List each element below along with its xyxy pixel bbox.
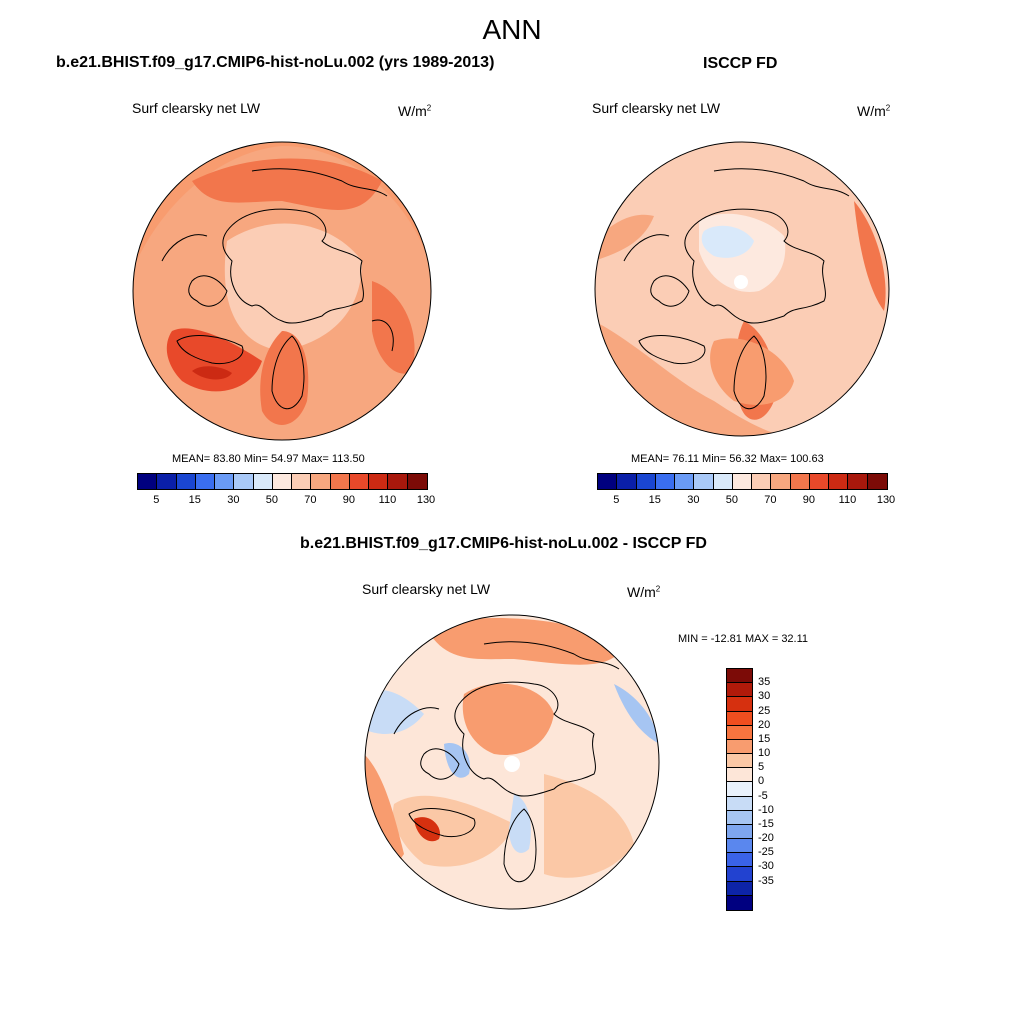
colorbar-tick-label: 30 bbox=[227, 494, 240, 506]
panel1-colorbar bbox=[137, 473, 428, 490]
colorbar-tick-label: 70 bbox=[764, 494, 777, 506]
colorbar-tick-label: -20 bbox=[758, 832, 774, 845]
colorbar-swatch bbox=[732, 474, 753, 489]
colorbar-swatch bbox=[292, 474, 312, 489]
colorbar-tick-label: 50 bbox=[725, 494, 738, 506]
colorbar-swatch bbox=[727, 669, 752, 684]
colorbar-swatch bbox=[829, 474, 849, 489]
colorbar-tick-label: 25 bbox=[758, 704, 771, 717]
colorbar-swatch bbox=[809, 474, 830, 489]
colorbar-swatch bbox=[727, 782, 752, 797]
colorbar-tick-label: 5 bbox=[613, 494, 620, 506]
colorbar-swatch bbox=[675, 474, 695, 489]
panel1-variable-label: Surf clearsky net LW bbox=[132, 100, 261, 116]
colorbar-tick-label: 130 bbox=[416, 494, 436, 506]
colorbar-tick-label: 50 bbox=[265, 494, 278, 506]
colorbar-swatch bbox=[388, 474, 408, 489]
colorbar-swatch bbox=[713, 474, 733, 489]
panel2-polar-map bbox=[594, 141, 890, 437]
colorbar-tick-label: 70 bbox=[304, 494, 317, 506]
colorbar-swatch bbox=[771, 474, 791, 489]
figure-title: ANN bbox=[482, 14, 542, 45]
panel1-case-title: b.e21.BHIST.f09_g17.CMIP6-hist-noLu.002 … bbox=[56, 54, 495, 71]
panel3-units-label: W/m2 bbox=[627, 584, 661, 600]
colorbar-swatch bbox=[694, 474, 714, 489]
panel2-colorbar bbox=[597, 473, 888, 490]
colorbar-swatch bbox=[752, 474, 772, 489]
colorbar-tick-label: 15 bbox=[758, 732, 771, 745]
colorbar-swatch bbox=[330, 474, 350, 489]
colorbar-tick-label: 10 bbox=[758, 747, 771, 760]
colorbar-swatch bbox=[727, 768, 752, 783]
panel1-units-label: W/m2 bbox=[398, 103, 432, 119]
panel3-variable-label: Surf clearsky net LW bbox=[362, 581, 491, 597]
colorbar-swatch bbox=[790, 474, 810, 489]
colorbar-tick-label: 30 bbox=[687, 494, 700, 506]
colorbar-swatch bbox=[727, 697, 752, 712]
panel2-variable-label: Surf clearsky net LW bbox=[592, 100, 721, 116]
colorbar-swatch bbox=[727, 824, 752, 840]
colorbar-swatch bbox=[727, 739, 752, 755]
panel3-colorbar bbox=[726, 668, 753, 911]
colorbar-swatch bbox=[727, 810, 752, 825]
panel1-polar-map bbox=[132, 141, 432, 441]
colorbar-tick-label: 5 bbox=[758, 761, 765, 774]
colorbar-swatch bbox=[598, 474, 618, 489]
colorbar-tick-label: 130 bbox=[876, 494, 896, 506]
panel3-stats: MIN = -12.81 MAX = 32.11 bbox=[678, 633, 809, 645]
colorbar-tick-label: 90 bbox=[342, 494, 356, 506]
colorbar-tick-label: 5 bbox=[153, 494, 160, 506]
panel1-stats: MEAN= 83.80 Min= 54.97 Max= 113.50 bbox=[172, 453, 365, 465]
colorbar-tick-label: 110 bbox=[838, 494, 857, 506]
panel2-stats: MEAN= 76.11 Min= 56.32 Max= 100.63 bbox=[631, 453, 824, 465]
colorbar-tick-label: 15 bbox=[648, 494, 661, 506]
colorbar-tick-label: -10 bbox=[758, 803, 774, 816]
panel3-case-title: b.e21.BHIST.f09_g17.CMIP6-hist-noLu.002 … bbox=[300, 535, 707, 552]
panel3-polar-map bbox=[364, 614, 660, 910]
colorbar-swatch bbox=[407, 474, 427, 489]
colorbar-swatch bbox=[727, 711, 752, 726]
colorbar-swatch bbox=[234, 474, 254, 489]
colorbar-tick-label: -25 bbox=[758, 846, 774, 859]
colorbar-swatch bbox=[369, 474, 389, 489]
colorbar-swatch bbox=[138, 474, 158, 489]
colorbar-swatch bbox=[867, 474, 887, 489]
colorbar-tick-label: 35 bbox=[758, 676, 771, 689]
colorbar-swatch bbox=[617, 474, 637, 489]
colorbar-swatch bbox=[727, 867, 752, 882]
colorbar-tick-label: 90 bbox=[802, 494, 816, 506]
colorbar-tick-label: 20 bbox=[758, 718, 771, 731]
colorbar-swatch bbox=[253, 474, 273, 489]
colorbar-swatch bbox=[727, 754, 752, 769]
colorbar-swatch bbox=[655, 474, 676, 489]
colorbar-swatch bbox=[727, 796, 752, 811]
colorbar-tick-label: 110 bbox=[378, 494, 397, 506]
colorbar-swatch bbox=[727, 683, 752, 698]
colorbar-tick-label: -5 bbox=[758, 789, 768, 802]
panel2-case-title: ISCCP FD bbox=[703, 55, 778, 72]
colorbar-tick-label: 30 bbox=[758, 690, 771, 703]
colorbar-swatch bbox=[727, 725, 752, 740]
colorbar-swatch bbox=[727, 881, 752, 896]
colorbar-swatch bbox=[157, 474, 177, 489]
colorbar-tick-label: -15 bbox=[758, 817, 774, 830]
colorbar-swatch bbox=[727, 839, 752, 854]
colorbar-swatch bbox=[176, 474, 196, 489]
colorbar-swatch bbox=[272, 474, 293, 489]
colorbar-tick-label: -30 bbox=[758, 860, 774, 873]
colorbar-tick-label: 0 bbox=[758, 775, 765, 788]
colorbar-swatch bbox=[636, 474, 656, 489]
colorbar-swatch bbox=[349, 474, 370, 489]
colorbar-swatch bbox=[311, 474, 331, 489]
colorbar-swatch bbox=[727, 895, 752, 910]
colorbar-tick-label: -35 bbox=[758, 874, 774, 887]
panel2-units-label: W/m2 bbox=[857, 103, 891, 119]
colorbar-tick-label: 15 bbox=[188, 494, 201, 506]
colorbar-swatch bbox=[215, 474, 235, 489]
colorbar-swatch bbox=[195, 474, 216, 489]
colorbar-swatch bbox=[727, 853, 752, 868]
colorbar-swatch bbox=[848, 474, 868, 489]
